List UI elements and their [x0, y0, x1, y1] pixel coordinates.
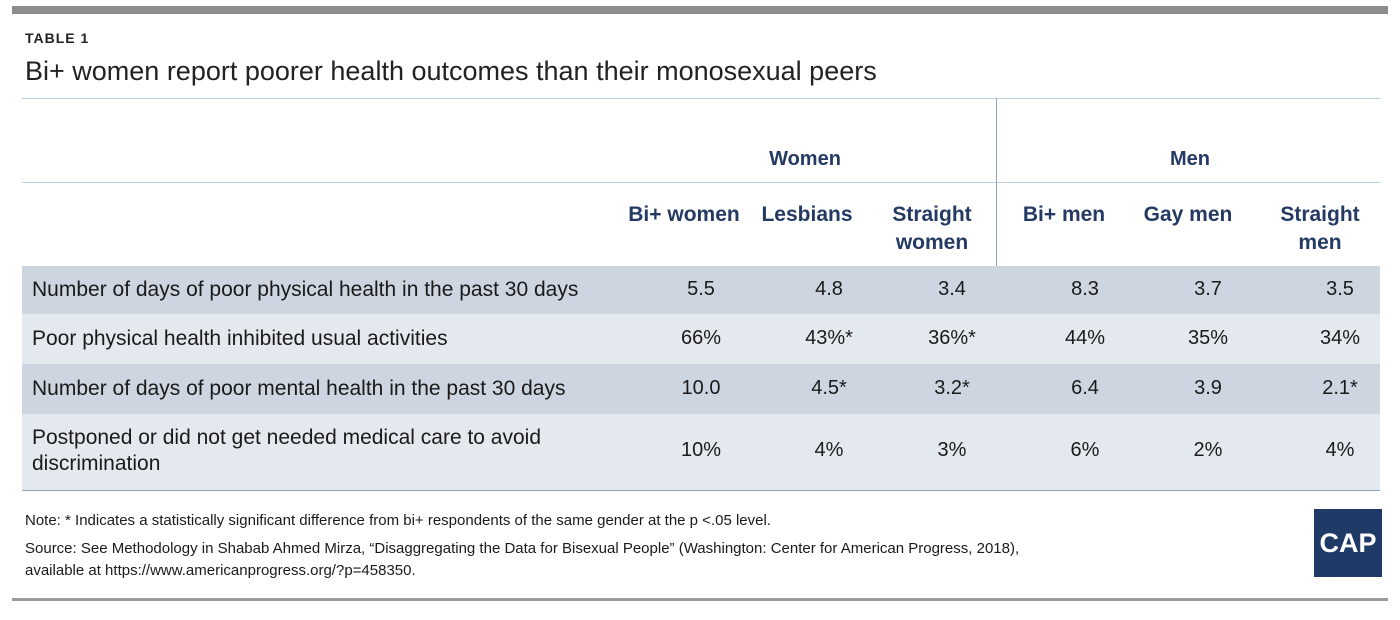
col-head-line2: women	[895, 231, 969, 254]
table-cell: 3.7	[1194, 278, 1222, 300]
col-head-straight-men: Straight men	[1258, 201, 1382, 257]
table-cell: 6%	[1070, 439, 1100, 461]
table-label: TABLE 1	[25, 30, 90, 46]
cap-logo: CAP	[1314, 509, 1382, 577]
col-head-bi-women: Bi+ women	[620, 201, 748, 229]
row-label-line2: discrimination	[32, 452, 161, 475]
table-cell: 4.5*	[811, 377, 847, 399]
table-cell: 2.1*	[1322, 377, 1358, 399]
table-bottom-rule	[22, 490, 1380, 491]
row-label: Poor physical health inhibited usual act…	[32, 327, 448, 350]
table-cell: 3.4	[938, 278, 966, 300]
table-row: Poor physical health inhibited usual act…	[22, 314, 1380, 364]
table-cell: 6.4	[1071, 377, 1099, 399]
table-row: Postponed or did not get needed medical …	[22, 414, 1380, 490]
table-cell: 8.3	[1071, 278, 1099, 300]
bottom-rule	[12, 598, 1388, 601]
row-label-line1: Postponed or did not get needed medical …	[32, 426, 542, 449]
table-note: Note: * Indicates a statistically signif…	[25, 512, 771, 529]
table-cell: 4.8	[815, 278, 843, 300]
table-cell: 5.5	[687, 278, 715, 300]
source-line-2: available at https://www.americanprogres…	[25, 562, 416, 579]
table-cell: 10.0	[681, 377, 721, 399]
col-head-line2: Gay men	[1143, 203, 1233, 226]
header-top-rule	[22, 98, 1380, 99]
col-head-line2: Bi+ men	[1022, 203, 1106, 226]
col-head-line1: Straight	[892, 203, 972, 226]
table-cell: 3.5	[1326, 278, 1354, 300]
col-head-line2: men	[1298, 231, 1342, 254]
table-cell: 4%	[814, 439, 844, 461]
table-title: Bi+ women report poorer health outcomes …	[25, 56, 877, 86]
row-label: Number of days of poor mental health in …	[32, 377, 566, 400]
table-row: Number of days of poor physical health i…	[22, 266, 1380, 314]
col-head-gay-men: Gay men	[1128, 201, 1248, 229]
col-head-lesbians: Lesbians	[748, 201, 866, 229]
col-head-bi-men: Bi+ men	[1005, 201, 1123, 229]
group-rule	[22, 182, 1380, 183]
row-label: Postponed or did not get needed medical …	[32, 425, 541, 477]
col-head-line1: Straight	[1280, 203, 1360, 226]
table-cell: 3.2*	[934, 377, 970, 399]
table-cell: 36%*	[928, 327, 976, 349]
table-cell: 3.9	[1194, 377, 1222, 399]
col-head-straight-women: Straight women	[872, 201, 992, 257]
table-cell: 66%	[680, 327, 722, 349]
table-cell: 2%	[1193, 439, 1223, 461]
source-line-1: Source: See Methodology in Shabab Ahmed …	[25, 540, 1020, 557]
col-head-line2: Lesbians	[761, 203, 853, 226]
table-cell: 4%	[1325, 439, 1355, 461]
row-label: Number of days of poor physical health i…	[32, 278, 579, 301]
group-head-men: Men	[1170, 148, 1210, 170]
table-cell: 34%	[1319, 327, 1361, 349]
table-cell: 35%	[1187, 327, 1229, 349]
top-rule	[12, 6, 1388, 14]
table-row: Number of days of poor mental health in …	[22, 364, 1380, 414]
table-cell: 43%*	[805, 327, 853, 349]
table-cell: 3%	[937, 439, 967, 461]
table-cell: 44%	[1064, 327, 1106, 349]
table-cell: 10%	[680, 439, 722, 461]
group-head-women: Women	[769, 148, 841, 170]
col-head-line2: Bi+ women	[628, 203, 740, 226]
